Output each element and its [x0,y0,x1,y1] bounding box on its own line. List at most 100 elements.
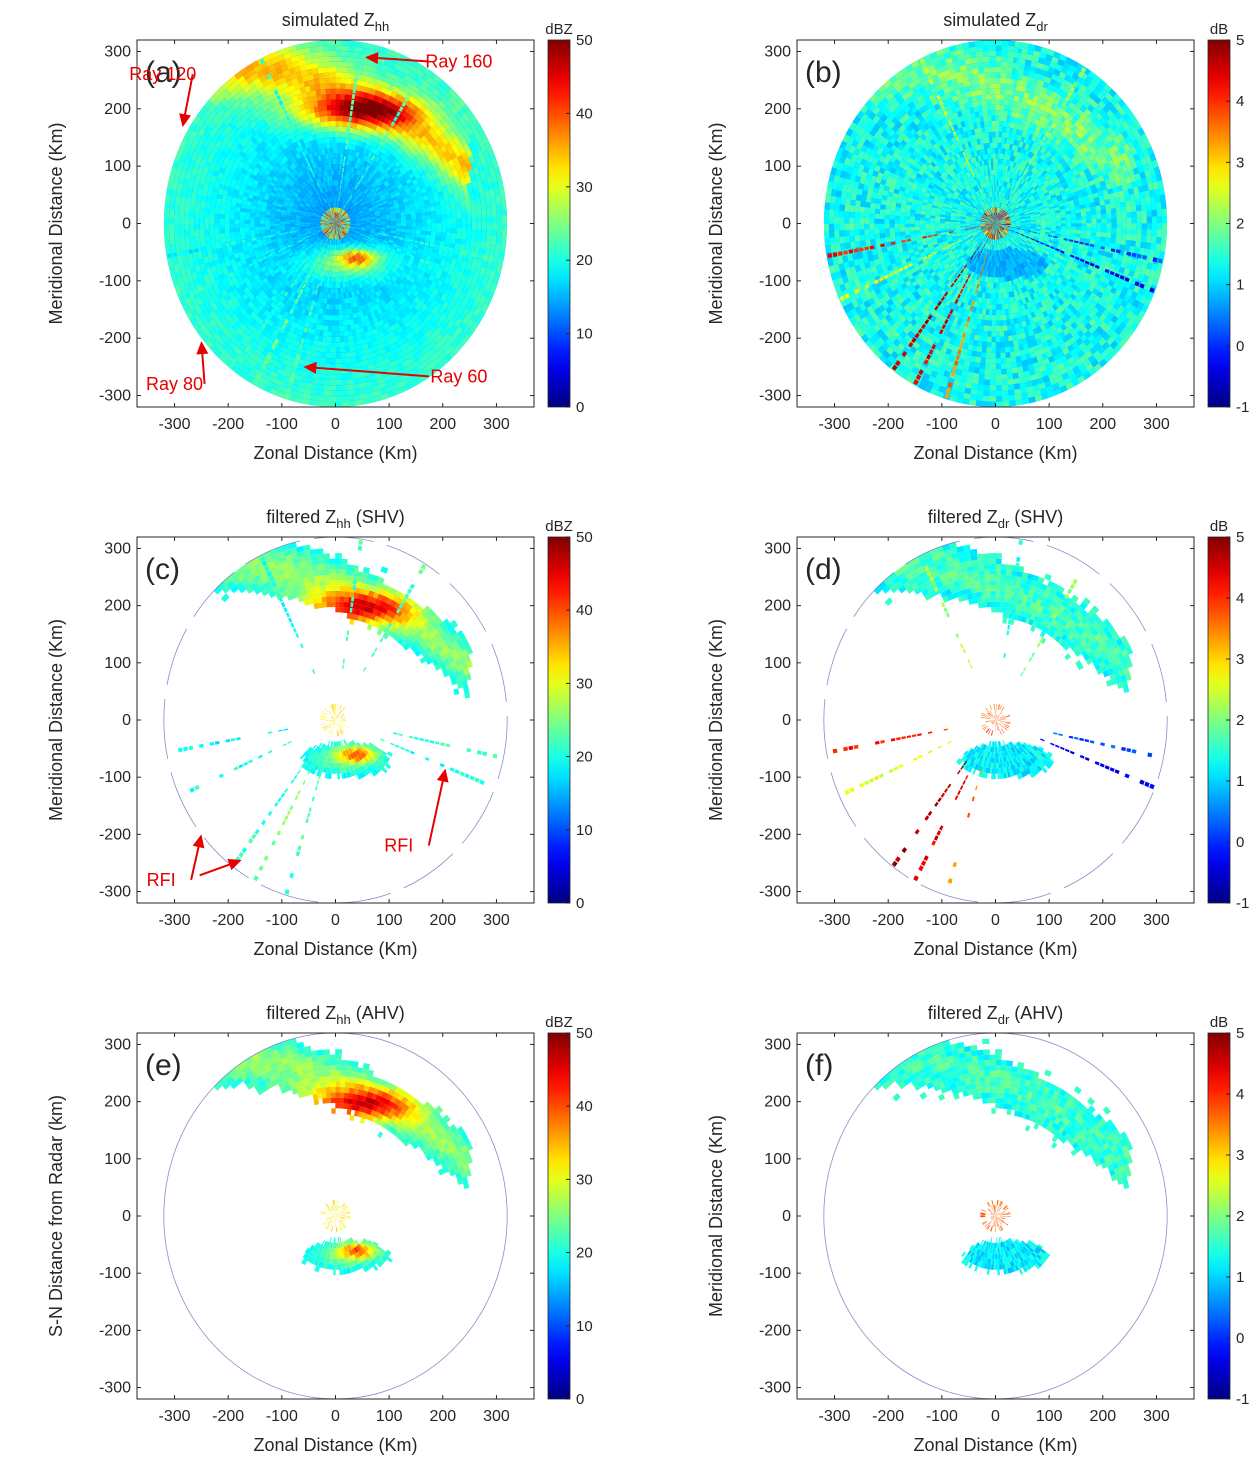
x-tick-label: 300 [1143,416,1170,433]
panel-c: -300 -200 -100 0 100 200 300-300-200-100010020… [46,507,593,959]
y-tick-label: 0 [122,712,131,729]
colorbar-tick-label: 10 [576,1318,593,1335]
colorbar-tick-label: 20 [576,252,593,269]
colorbar-unit: dBZ [545,1014,573,1031]
y-tick-label: -100 [759,1265,791,1282]
panel-title: filtered Zhh (SHV) [266,507,405,531]
annotation-arrow [201,350,206,384]
x-axis-label: Zonal Distance (Km) [253,939,417,959]
colorbar-tick-label: -1 [1236,1391,1249,1408]
x-tick-label: 100 [376,1408,403,1425]
colorbar-tick-label: 5 [1236,529,1244,546]
y-tick-label: -300 [99,884,131,901]
colorbar-tick-label: 1 [1236,773,1244,790]
y-tick-label: -100 [99,273,131,290]
colorbar-tick-label: 2 [1236,216,1244,233]
arrow-head [436,768,449,783]
y-tick-label: 100 [764,158,791,175]
y-tick-label: -300 [759,1380,791,1397]
y-tick-label: 300 [764,1036,791,1053]
y-tick-label: 0 [782,216,791,233]
colorbar-tick-label: -1 [1236,399,1249,416]
annotation-arrow [313,366,429,378]
x-tick-label: -200 [212,912,244,929]
x-axis-label: Zonal Distance (Km) [253,443,417,463]
y-tick-label: -100 [99,769,131,786]
colorbar-tick-label: 0 [576,399,584,416]
x-tick-label: 300 [483,416,510,433]
colorbar-tick-label: 0 [1236,1330,1244,1347]
colorbar-tick-label: 4 [1236,590,1244,607]
y-tick-label: 300 [104,1036,131,1053]
colorbar-tick-label: 0 [1236,338,1244,355]
radar-field [177,539,498,895]
colorbar-tick-label: 40 [576,1098,593,1115]
y-tick-label: -200 [99,826,131,843]
colorbar-tick-label: 20 [576,749,593,766]
panel-letter: (c) [145,553,180,586]
x-axis-label: Zonal Distance (Km) [913,1435,1077,1455]
x-tick-label: -200 [872,912,904,929]
arrow-head [303,361,317,374]
panel-title: filtered Zhh (AHV) [266,1003,405,1027]
x-tick-label: 0 [991,912,1000,929]
y-tick-label: -200 [759,1322,791,1339]
y-tick-label: 200 [764,1094,791,1111]
colorbar-tick-label: 20 [576,1245,593,1262]
colorbar-tick-label: 3 [1236,651,1244,668]
y-tick-label: -100 [759,769,791,786]
y-axis-label: Meridional Distance (Km) [706,1115,726,1317]
x-tick-label: 300 [483,912,510,929]
x-tick-label: 0 [991,416,1000,433]
annotation-arrow [427,778,445,846]
radar-field [823,40,1168,407]
x-tick-label: 200 [1089,912,1116,929]
annotation-label: RFI [384,836,413,856]
panel-letter: (d) [805,553,842,586]
y-tick-label: -300 [759,884,791,901]
colorbar-tick-label: 30 [576,1171,593,1188]
colorbar-tick-label: 0 [576,895,584,912]
y-tick-label: -300 [759,388,791,405]
colorbar-tick-label: 2 [1236,1208,1244,1225]
x-tick-label: -200 [872,416,904,433]
colorbar-unit: dBZ [545,21,573,38]
y-tick-label: 300 [104,43,131,60]
panel-letter: (e) [145,1049,182,1082]
y-tick-label: 300 [764,43,791,60]
x-tick-label: 0 [331,416,340,433]
y-tick-label: 0 [782,712,791,729]
y-tick-label: 0 [782,1208,791,1225]
y-axis-label: Meridional Distance (Km) [46,619,66,821]
x-tick-label: 300 [1143,1408,1170,1425]
colorbar [547,39,571,408]
panel-title: filtered Zdr (SHV) [928,507,1064,531]
arrow-head [365,52,379,65]
y-tick-label: 100 [104,158,131,175]
panel-letter: (a) [145,56,182,89]
y-tick-label: 200 [104,101,131,118]
x-tick-label: 0 [991,1408,1000,1425]
colorbar-tick-label: 40 [576,602,593,619]
panel-letter: (f) [805,1049,833,1082]
x-tick-label: 300 [483,1408,510,1425]
colorbar-tick-label: 10 [576,326,593,343]
y-tick-label: -100 [759,273,791,290]
annotation-label: RFI [147,870,176,890]
x-tick-label: 100 [376,416,403,433]
radar-field [832,539,1155,884]
colorbar-tick-label: 3 [1236,1147,1244,1164]
x-axis-label: Zonal Distance (Km) [253,1435,417,1455]
panel-title: simulated Zhh [282,10,390,34]
panel-title: simulated Zdr [943,10,1048,34]
x-tick-label: 300 [1143,912,1170,929]
x-tick-label: -200 [872,1408,904,1425]
x-tick-label: 100 [1036,912,1063,929]
colorbar-tick-label: 10 [576,822,593,839]
y-tick-label: 300 [764,540,791,557]
arrow-head [192,834,205,849]
y-tick-label: -200 [99,330,131,347]
x-tick-label: -300 [819,1408,851,1425]
panel-e: -300 -200 -100 0 100 200 300-300-200-100010020… [46,1003,593,1455]
